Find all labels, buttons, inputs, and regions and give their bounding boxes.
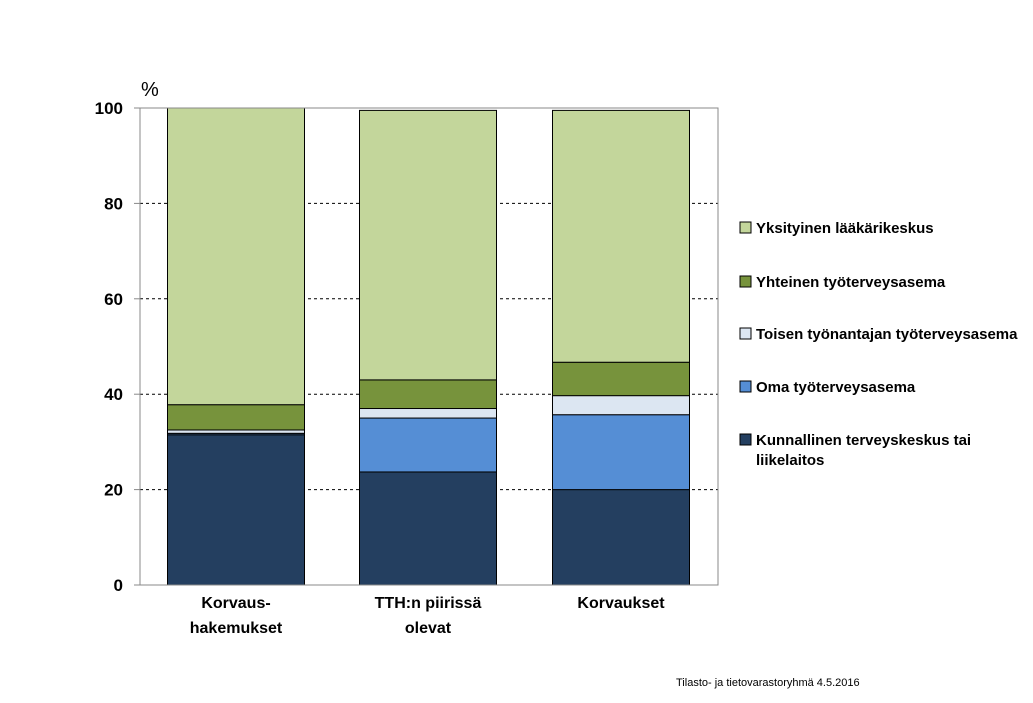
x-category-label: Korvaukset [577, 595, 665, 612]
x-axis: Korvaus-hakemukset TTH:n piirissä olevat Ko… [190, 595, 665, 637]
bar-segment [167, 434, 305, 586]
y-tick-label: 40 [104, 385, 123, 404]
legend-label: Yhteinen työterveysasema [756, 274, 946, 291]
bar-segment [167, 429, 305, 434]
legend-label: Toisen työnantajan työterveysasema [756, 326, 1018, 343]
bar-segment [552, 109, 690, 363]
y-axis: 0 20 40 60 80 100 [95, 99, 141, 595]
bar-segment [552, 395, 690, 416]
footnote: Tilasto- ja tietovarastoryhmä 4.5.2016 [676, 677, 860, 689]
legend-swatch [739, 327, 752, 340]
x-category-label: Korvaus- [201, 595, 270, 612]
legend-label: liikelaitos [756, 452, 824, 469]
y-tick-label: 100 [95, 99, 123, 118]
legend-label: Oma työterveysasema [756, 379, 916, 396]
bar-segment [552, 489, 690, 586]
x-category-label: olevat [405, 620, 452, 637]
legend-swatch [739, 221, 752, 234]
legend: Yksityinen lääkärikeskus Yhteinen työterv… [739, 220, 1018, 469]
y-tick-label: 0 [114, 576, 123, 595]
bar-segment [552, 414, 690, 491]
bars [167, 107, 690, 586]
legend-swatch [739, 380, 752, 393]
bar-segment [167, 404, 305, 431]
legend-label: Kunnallinen terveyskeskus tai [756, 432, 971, 449]
legend-label: Yksityinen lääkärikeskus [756, 220, 934, 237]
bar-segment [359, 379, 497, 410]
y-tick-label: 80 [104, 194, 123, 213]
legend-swatch [739, 433, 752, 446]
bar-segment [359, 417, 497, 473]
x-category-label: TTH:n piirissä [375, 595, 482, 612]
legend-swatch [739, 275, 752, 288]
bar-segment [167, 107, 305, 406]
bar-segment [359, 408, 497, 419]
bar-segment [359, 109, 497, 381]
y-unit-label: % [141, 79, 159, 101]
y-tick-label: 20 [104, 481, 123, 500]
x-category-label: hakemukset [190, 620, 283, 637]
y-tick-label: 60 [104, 290, 123, 309]
bar-segment [359, 471, 497, 586]
bar-segment [552, 361, 690, 397]
